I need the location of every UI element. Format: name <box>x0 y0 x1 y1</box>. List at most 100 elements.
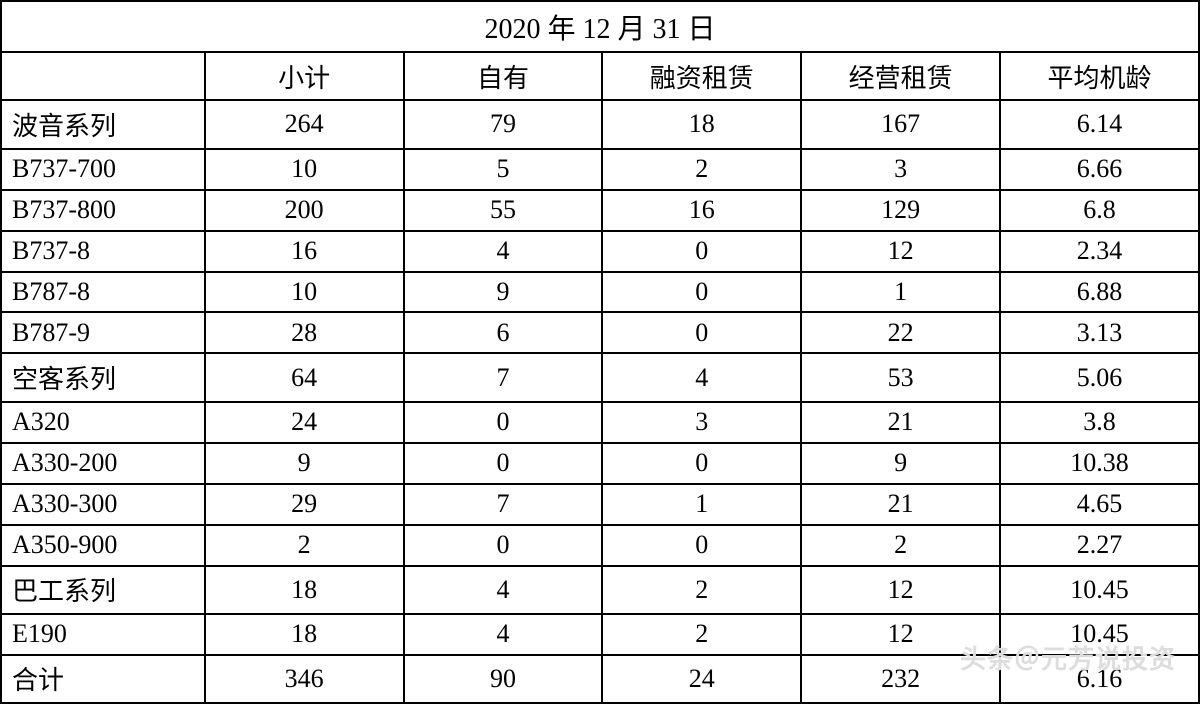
table-cell: 0 <box>602 272 801 313</box>
table-cell: 3 <box>602 402 801 443</box>
table-cell: 24 <box>602 655 801 703</box>
table-cell: 21 <box>801 484 1000 525</box>
table-cell: 22 <box>801 312 1000 353</box>
table-cell: 0 <box>602 231 801 272</box>
table-cell: 10 <box>205 149 404 190</box>
row-label: E190 <box>1 614 205 655</box>
table-cell: 4 <box>404 614 603 655</box>
table-cell: 0 <box>404 525 603 566</box>
table-cell: 18 <box>602 100 801 148</box>
table-header-row: 小计 自有 融资租赁 经营租赁 平均机龄 <box>1 52 1199 100</box>
table-cell: 4.65 <box>1000 484 1199 525</box>
table-row: 合计34690242326.16 <box>1 655 1199 703</box>
table-cell: 3.8 <box>1000 402 1199 443</box>
table-cell: 6.16 <box>1000 655 1199 703</box>
table-cell: 9 <box>205 443 404 484</box>
table-cell: 0 <box>602 312 801 353</box>
row-label: 合计 <box>1 655 205 703</box>
table-cell: 64 <box>205 353 404 401</box>
col-header-4: 经营租赁 <box>801 52 1000 100</box>
table-cell: 0 <box>602 525 801 566</box>
table-cell: 3 <box>801 149 1000 190</box>
table-cell: 129 <box>801 190 1000 231</box>
table-row: B737-700105236.66 <box>1 149 1199 190</box>
row-label: A320 <box>1 402 205 443</box>
table-cell: 0 <box>404 402 603 443</box>
row-label: B787-8 <box>1 272 205 313</box>
row-label: B787-9 <box>1 312 205 353</box>
table-row: E19018421210.45 <box>1 614 1199 655</box>
table-cell: 9 <box>404 272 603 313</box>
row-label: 空客系列 <box>1 353 205 401</box>
col-header-5: 平均机龄 <box>1000 52 1199 100</box>
table-cell: 18 <box>205 614 404 655</box>
table-cell: 4 <box>602 353 801 401</box>
row-label: A350-900 <box>1 525 205 566</box>
table-cell: 29 <box>205 484 404 525</box>
table-cell: 4 <box>404 231 603 272</box>
table-cell: 2 <box>602 149 801 190</box>
table-cell: 10 <box>205 272 404 313</box>
col-header-0 <box>1 52 205 100</box>
table-cell: 2 <box>801 525 1000 566</box>
table-row: 巴工系列18421210.45 <box>1 566 1199 614</box>
table-cell: 6.88 <box>1000 272 1199 313</box>
table-cell: 55 <box>404 190 603 231</box>
table-cell: 7 <box>404 484 603 525</box>
table-cell: 18 <box>205 566 404 614</box>
table-cell: 0 <box>602 443 801 484</box>
row-label: 巴工系列 <box>1 566 205 614</box>
table-cell: 2.27 <box>1000 525 1199 566</box>
table-row: B737-80020055161296.8 <box>1 190 1199 231</box>
row-label: 波音系列 <box>1 100 205 148</box>
table-row: B787-8109016.88 <box>1 272 1199 313</box>
table-cell: 6.14 <box>1000 100 1199 148</box>
table-cell: 12 <box>801 614 1000 655</box>
table-cell: 12 <box>801 566 1000 614</box>
row-label: B737-700 <box>1 149 205 190</box>
table-cell: 79 <box>404 100 603 148</box>
table-row: A3202403213.8 <box>1 402 1199 443</box>
table-row: B737-81640122.34 <box>1 231 1199 272</box>
col-header-2: 自有 <box>404 52 603 100</box>
table-cell: 1 <box>801 272 1000 313</box>
table-cell: 3.13 <box>1000 312 1199 353</box>
table-cell: 9 <box>801 443 1000 484</box>
table-cell: 232 <box>801 655 1000 703</box>
table-cell: 5 <box>404 149 603 190</box>
table-row: 波音系列26479181676.14 <box>1 100 1199 148</box>
table-cell: 90 <box>404 655 603 703</box>
table-row: A330-3002971214.65 <box>1 484 1199 525</box>
table-cell: 6 <box>404 312 603 353</box>
table-cell: 5.06 <box>1000 353 1199 401</box>
table-cell: 264 <box>205 100 404 148</box>
row-label: A330-200 <box>1 443 205 484</box>
col-header-3: 融资租赁 <box>602 52 801 100</box>
table-cell: 10.38 <box>1000 443 1199 484</box>
table-cell: 16 <box>602 190 801 231</box>
table-cell: 2 <box>205 525 404 566</box>
table-cell: 53 <box>801 353 1000 401</box>
table-cell: 346 <box>205 655 404 703</box>
table-title-row: 2020 年 12 月 31 日 <box>1 1 1199 52</box>
table-body: 2020 年 12 月 31 日 小计 自有 融资租赁 经营租赁 平均机龄 波音… <box>1 1 1199 703</box>
table-cell: 0 <box>404 443 603 484</box>
table-cell: 21 <box>801 402 1000 443</box>
table-cell: 7 <box>404 353 603 401</box>
row-label: B737-8 <box>1 231 205 272</box>
table-cell: 200 <box>205 190 404 231</box>
aircraft-fleet-table: 2020 年 12 月 31 日 小计 自有 融资租赁 经营租赁 平均机龄 波音… <box>0 0 1200 704</box>
table-row: B787-92860223.13 <box>1 312 1199 353</box>
table-cell: 16 <box>205 231 404 272</box>
table-cell: 12 <box>801 231 1000 272</box>
table-cell: 167 <box>801 100 1000 148</box>
table-cell: 2 <box>602 614 801 655</box>
table-row: 空客系列6474535.06 <box>1 353 1199 401</box>
table-row: A350-90020022.27 <box>1 525 1199 566</box>
table-cell: 28 <box>205 312 404 353</box>
table-cell: 6.66 <box>1000 149 1199 190</box>
table-cell: 2.34 <box>1000 231 1199 272</box>
table-cell: 4 <box>404 566 603 614</box>
col-header-1: 小计 <box>205 52 404 100</box>
table-row: A330-200900910.38 <box>1 443 1199 484</box>
